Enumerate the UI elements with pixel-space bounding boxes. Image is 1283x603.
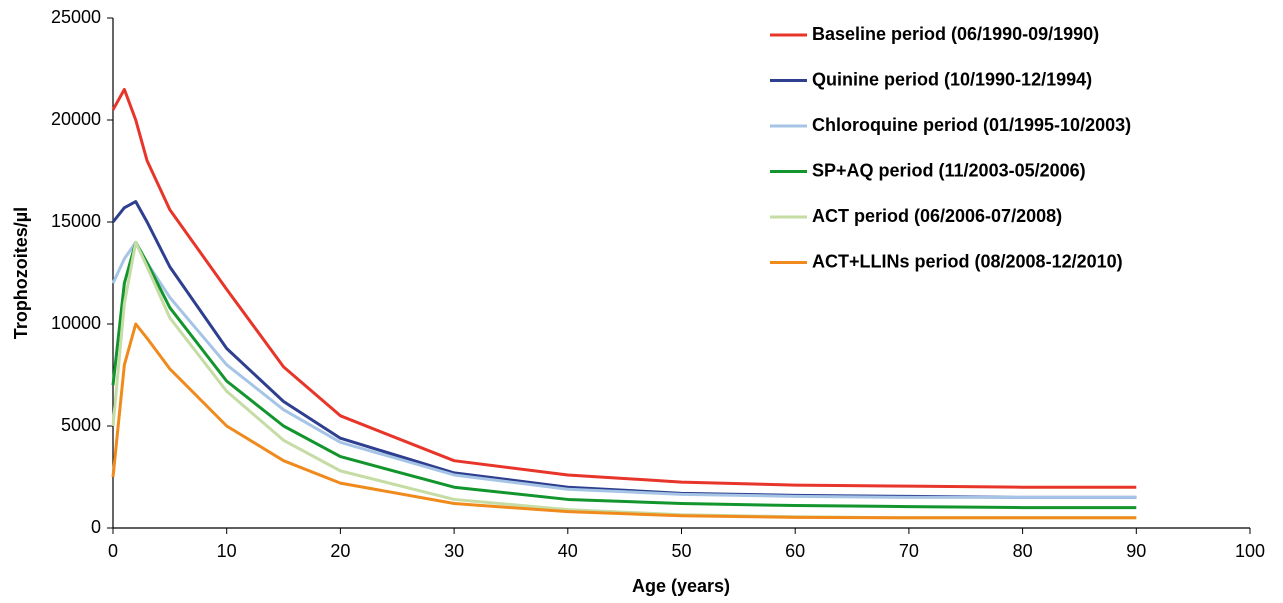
x-tick-label: 70 <box>899 541 919 561</box>
series-line <box>111 200 1137 499</box>
legend-label: ACT period (06/2006-07/2008) <box>812 206 1062 226</box>
series-line <box>111 240 1137 499</box>
x-tick-label: 60 <box>785 541 805 561</box>
x-tick-label: 90 <box>1126 541 1146 561</box>
x-tick-label: 0 <box>108 541 118 561</box>
x-tick-label: 30 <box>444 541 464 561</box>
x-tick-label: 10 <box>217 541 237 561</box>
legend-label: Chloroquine period (01/1995-10/2003) <box>812 115 1131 135</box>
x-tick-label: 40 <box>558 541 578 561</box>
x-tick-label: 50 <box>671 541 691 561</box>
series-line <box>111 240 1137 520</box>
y-tick-label: 20000 <box>51 109 101 129</box>
y-tick-label: 5000 <box>61 415 101 435</box>
y-tick-label: 15000 <box>51 211 101 231</box>
series-line <box>111 87 1137 489</box>
y-tick-label: 10000 <box>51 313 101 333</box>
y-tick-label: 0 <box>91 517 101 537</box>
y-axis-title: Trophozoites/µl <box>11 207 31 339</box>
x-axis-title: Age (years) <box>632 576 730 596</box>
legend-label: ACT+LLINs period (08/2008-12/2010) <box>812 251 1123 271</box>
x-tick-label: 80 <box>1013 541 1033 561</box>
x-tick-label: 100 <box>1235 541 1265 561</box>
legend-label: Quinine period (10/1990-12/1994) <box>812 69 1092 89</box>
y-tick-label: 25000 <box>51 7 101 27</box>
legend-label: Baseline period (06/1990-09/1990) <box>812 24 1099 44</box>
series-line <box>111 240 1137 510</box>
x-tick-label: 20 <box>330 541 350 561</box>
legend-label: SP+AQ period (11/2003-05/2006) <box>812 160 1086 180</box>
series-line <box>111 322 1137 520</box>
